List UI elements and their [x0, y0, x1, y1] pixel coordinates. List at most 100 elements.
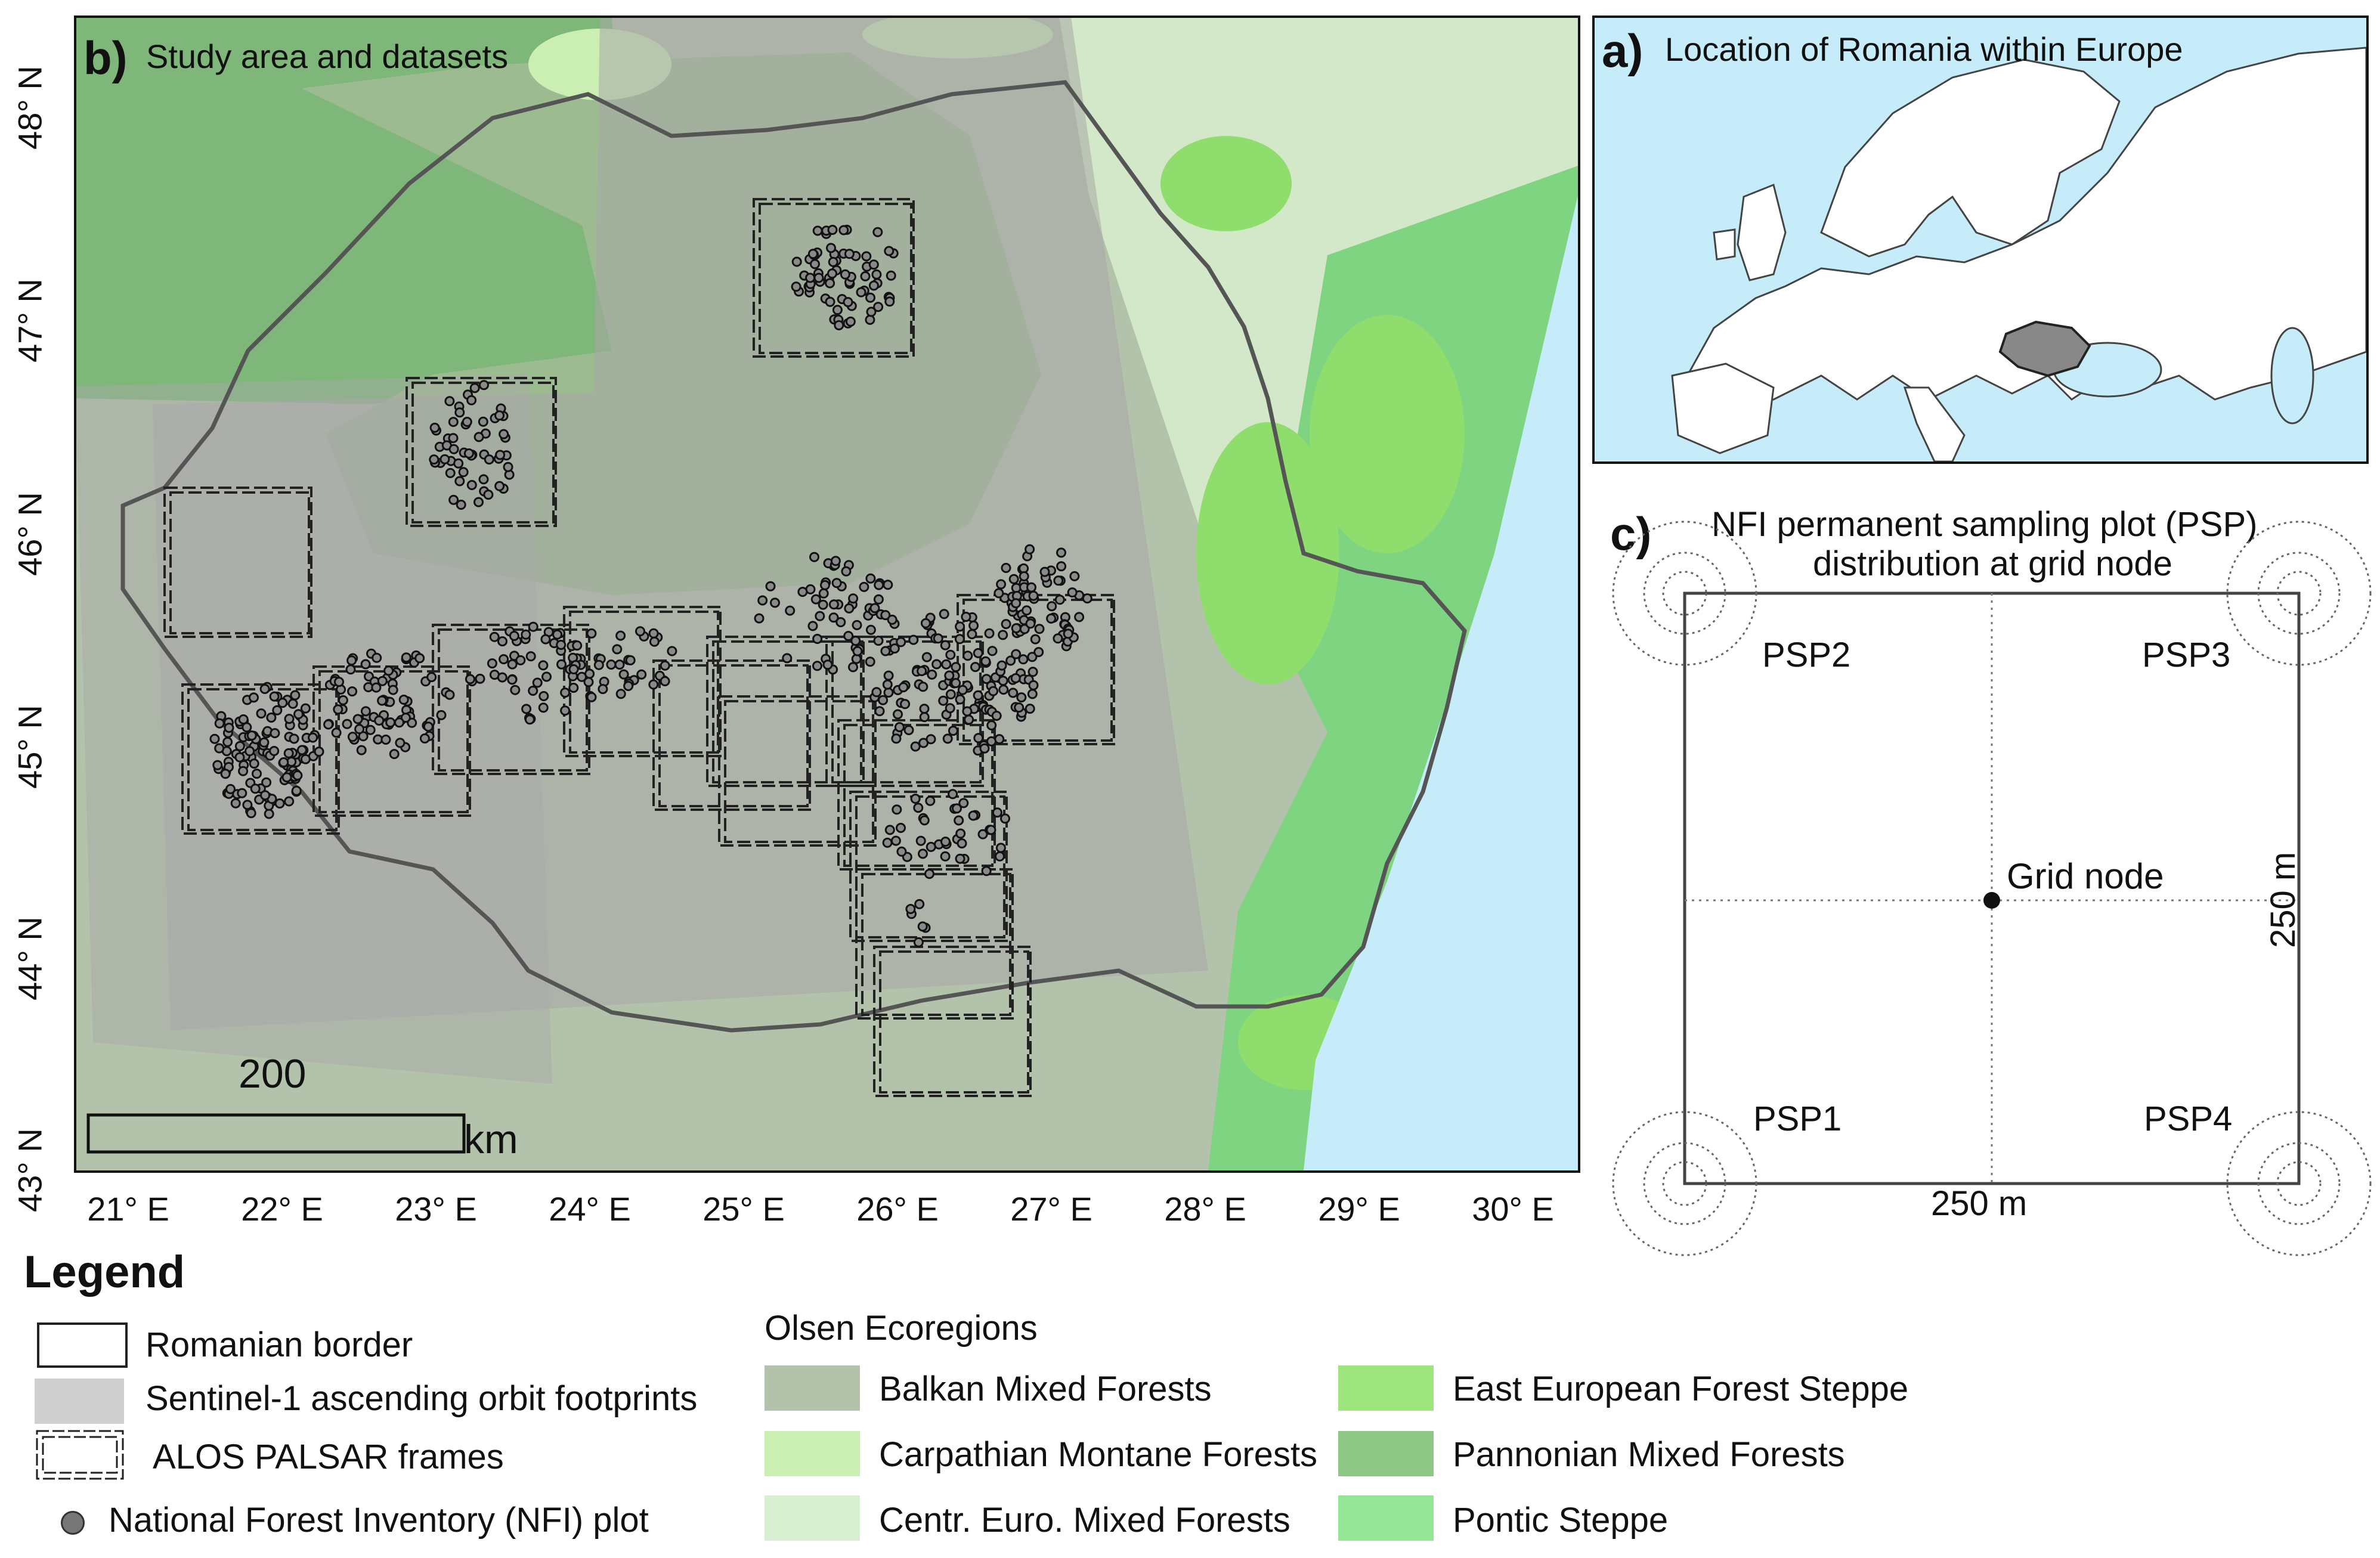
- alos-swatch-svg: [36, 1430, 124, 1480]
- nfi-plot-point: [225, 783, 236, 794]
- nfi-plot-point: [859, 581, 869, 592]
- psp2-plot-circle: [1643, 552, 1726, 635]
- nfi-plot-point: [987, 646, 998, 656]
- nfi-plot-point: [1082, 593, 1092, 604]
- nfi-plot-point: [874, 706, 885, 717]
- study-area-map: [75, 11, 1578, 1170]
- nfi-plot-point: [524, 714, 535, 725]
- nfi-plot-point: [372, 652, 382, 663]
- nfi-plot-point: [249, 758, 259, 769]
- psp4-plot-circle: [2276, 1161, 2322, 1206]
- nfi-plot-point: [453, 458, 464, 469]
- nfi-plot-point: [444, 689, 455, 700]
- nfi-plot-point: [454, 476, 465, 487]
- psp1-plot-circle: [1643, 1142, 1726, 1225]
- nfi-plot-point: [660, 676, 670, 686]
- nfi-plot-point: [998, 676, 1008, 686]
- nfi-plot-point: [831, 578, 842, 588]
- nfi-plot-point: [1069, 571, 1080, 581]
- nfi-plot-point: [958, 798, 969, 809]
- nfi-plot-point: [827, 225, 838, 235]
- longitude-tick-label: 22° E: [241, 1190, 323, 1228]
- longitude-tick-label: 27° E: [1010, 1190, 1092, 1228]
- nfi-plot-point: [807, 249, 818, 259]
- panel-b-letter: b): [83, 32, 128, 84]
- nfi-plot-point: [429, 422, 440, 433]
- nfi-plot-point: [347, 686, 358, 697]
- nfi-plot-point: [636, 669, 647, 680]
- nfi-plot-point: [484, 454, 494, 465]
- nfi-plot-point: [538, 660, 549, 671]
- nfi-plot-point: [848, 593, 859, 604]
- nfi-plot-point: [400, 713, 411, 723]
- nfi-plot-point: [1022, 605, 1032, 616]
- nfi-plot-point: [331, 727, 342, 738]
- nfi-plot-point: [300, 754, 311, 764]
- nfi-plot-point: [843, 631, 854, 642]
- romania-highlight: [1998, 320, 2091, 377]
- nfi-plot-point: [1063, 628, 1073, 639]
- nfi-plot-point: [1011, 598, 1022, 609]
- nfi-plot-point: [1026, 582, 1036, 593]
- nfi-plot-point: [940, 837, 951, 847]
- nfi-plot-point: [915, 835, 926, 846]
- nfi-plot-point: [880, 610, 891, 621]
- nfi-plot-point: [1056, 547, 1066, 558]
- nfi-plot-point: [224, 723, 234, 733]
- nfi-plot-point: [499, 654, 509, 665]
- panel-b-title: Study area and datasets: [146, 38, 509, 75]
- iberia: [1671, 363, 1775, 454]
- nfi-plot-point: [954, 815, 964, 826]
- psp3-plot-circle: [2226, 521, 2372, 666]
- nfi-plot-point: [939, 609, 949, 620]
- nfi-plot-point: [884, 246, 895, 256]
- nfi-plot-point: [910, 741, 921, 752]
- nfi-plot-point: [955, 828, 966, 839]
- forest-steppe-patch: [1160, 136, 1292, 231]
- nfi-plot-point: [454, 407, 465, 418]
- nfi-plot-point: [986, 825, 996, 835]
- ecoregion-label-4: Pannonian Mixed Forests: [1453, 1435, 1845, 1474]
- nfi-plot-point: [525, 651, 536, 662]
- nfi-plot-point: [988, 686, 998, 696]
- nfi-plot-point: [483, 490, 494, 500]
- nfi-plot-point: [1001, 619, 1011, 630]
- nfi-plot-point: [1011, 649, 1022, 659]
- nfi-plot-point: [994, 588, 1004, 599]
- cell-width-label: 250 m: [1931, 1184, 2028, 1223]
- nfi-plot-point: [896, 846, 907, 857]
- nfi-plot-point: [448, 494, 459, 505]
- nfi-plot-point: [886, 270, 896, 281]
- nfi-plot-point: [828, 256, 838, 267]
- nfi-plot-point: [973, 690, 983, 701]
- nfi-plot-point: [933, 633, 943, 644]
- nfi-plot-point: [283, 748, 294, 758]
- nfi-plot-point: [287, 698, 298, 709]
- grid-node-point: [1983, 892, 2000, 909]
- nfi-plot-point: [918, 682, 929, 692]
- nfi-plot-point: [995, 851, 1005, 862]
- psp2-plot-circle: [1612, 521, 1757, 666]
- nfi-plot-point: [830, 556, 841, 566]
- nfi-plot-point: [334, 677, 344, 687]
- scale-bar-unit: km: [464, 1117, 518, 1162]
- alos-frame: [861, 873, 1011, 1016]
- nfi-plot-point: [284, 714, 295, 724]
- nfi-plot-point: [1001, 563, 1011, 573]
- study-area-map-frame: [74, 16, 1580, 1173]
- nfi-plot-point: [242, 800, 253, 810]
- nfi-plot-point: [423, 721, 434, 732]
- nfi-plot-point: [540, 634, 551, 645]
- nfi-plot-point: [256, 708, 267, 719]
- nfi-plot-point: [757, 595, 768, 606]
- italy: [1903, 386, 1966, 461]
- nfi-plot-point: [269, 746, 280, 756]
- nfi-plot-point: [945, 649, 956, 660]
- psp4-label: PSP4: [2144, 1099, 2233, 1138]
- nfi-plot-point: [1011, 623, 1022, 634]
- nfi-plot-point: [342, 718, 352, 729]
- nfi-plot-point: [981, 674, 992, 684]
- nfi-plot-point: [625, 655, 636, 665]
- black-sea: [1304, 196, 1578, 1170]
- nfi-plot-point: [352, 714, 363, 724]
